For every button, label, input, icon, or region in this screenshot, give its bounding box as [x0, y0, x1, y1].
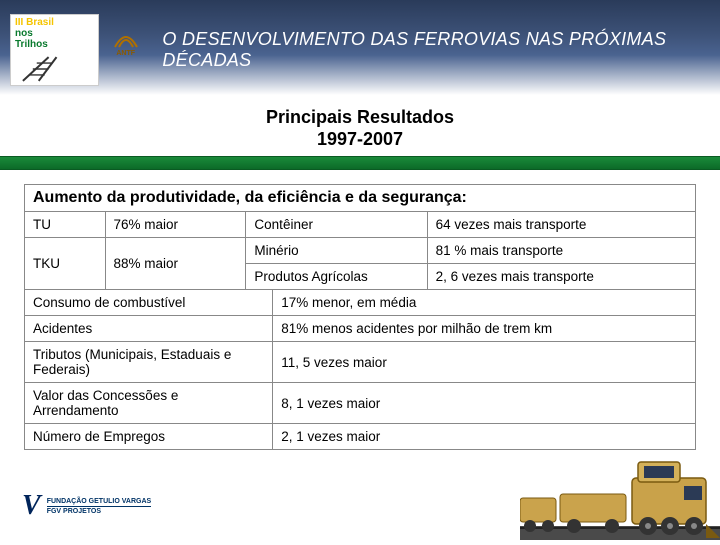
antf-logo: ANTF: [107, 30, 144, 70]
bottom-table: Consumo de combustível 17% menor, em méd…: [24, 289, 696, 450]
title-line1: Principais Resultados: [0, 106, 720, 128]
table-row: TU 76% maior Contêiner 64 vezes mais tra…: [25, 212, 696, 238]
header-title: O DESENVOLVIMENTO DAS FERROVIAS NAS PRÓX…: [162, 29, 720, 71]
table-row: TKU 88% maior Minério 81 % mais transpor…: [25, 238, 696, 264]
slide-header: III Brasil nos Trilhos ANTF O DESENVOLVI…: [0, 0, 720, 100]
title-line2: 1997-2007: [0, 128, 720, 150]
cell: 81% menos acidentes por milhão de trem k…: [273, 316, 696, 342]
logo-trilhos: Trilhos: [15, 39, 48, 50]
fgv-logo: V FUNDAÇÃO GETULIO VARGAS FGV PROJETOS: [22, 490, 151, 522]
top-table: TU 76% maior Contêiner 64 vezes mais tra…: [24, 211, 696, 290]
cell: 11, 5 vezes maior: [273, 342, 696, 383]
cell: 2, 1 vezes maior: [273, 424, 696, 450]
cell: TU: [25, 212, 106, 238]
cell: Acidentes: [25, 316, 273, 342]
cell: Contêiner: [246, 212, 427, 238]
cell: 76% maior: [105, 212, 246, 238]
green-divider-bar: [0, 156, 720, 170]
slide-title: Principais Resultados 1997-2007: [0, 100, 720, 150]
cell: Valor das Concessões e Arrendamento: [25, 383, 273, 424]
antf-icon: [113, 30, 139, 50]
train-illustration-icon: [520, 448, 720, 540]
table-row: Tributos (Municipais, Estaduais e Federa…: [25, 342, 696, 383]
table-row: Valor das Concessões e Arrendamento 8, 1…: [25, 383, 696, 424]
footer-org1: FUNDAÇÃO GETULIO VARGAS: [47, 498, 151, 505]
cell: Número de Empregos: [25, 424, 273, 450]
cell: 88% maior: [105, 238, 246, 290]
cell: 17% menor, em média: [273, 290, 696, 316]
cell: Produtos Agrícolas: [246, 264, 427, 290]
slide-content: Aumento da produtividade, da eficiência …: [0, 170, 720, 450]
cell: 8, 1 vezes maior: [273, 383, 696, 424]
table-row: Número de Empregos 2, 1 vezes maior: [25, 424, 696, 450]
cell: Minério: [246, 238, 427, 264]
table-row: Acidentes 81% menos acidentes por milhão…: [25, 316, 696, 342]
fgv-mark-icon: V: [22, 490, 41, 522]
logo-iii: III Brasil: [15, 17, 54, 28]
logo-nos: nos: [15, 28, 33, 39]
cell: 64 vezes mais transporte: [427, 212, 695, 238]
section-heading: Aumento da produtividade, da eficiência …: [24, 184, 696, 211]
slide-footer: V FUNDAÇÃO GETULIO VARGAS FGV PROJETOS: [0, 472, 720, 540]
cell: 2, 6 vezes mais transporte: [427, 264, 695, 290]
table-row: Consumo de combustível 17% menor, em méd…: [25, 290, 696, 316]
footer-org2: FGV PROJETOS: [47, 506, 151, 515]
cell: TKU: [25, 238, 106, 290]
antf-label: ANTF: [116, 50, 135, 57]
cell: 81 % mais transporte: [427, 238, 695, 264]
rail-tracks-icon: [15, 55, 94, 83]
event-logo: III Brasil nos Trilhos: [10, 14, 99, 86]
cell: Consumo de combustível: [25, 290, 273, 316]
cell: Tributos (Municipais, Estaduais e Federa…: [25, 342, 273, 383]
